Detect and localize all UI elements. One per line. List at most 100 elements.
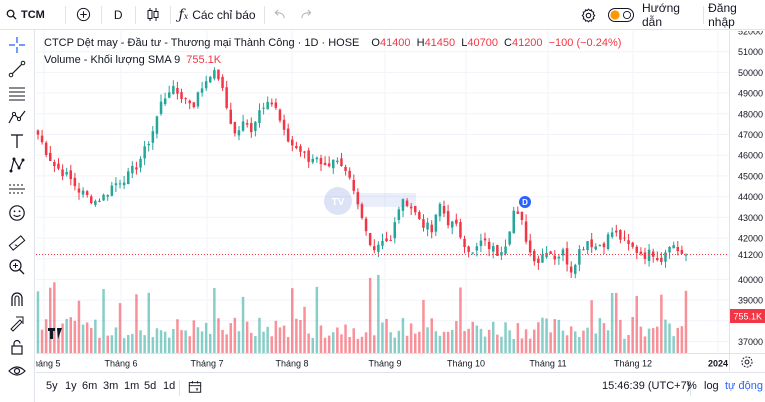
volume-indicator-label[interactable]: Volume - Khối lượng SMA 9 <box>44 53 181 66</box>
time-axis-scale: Tháng 5 Tháng 6 Tháng 7 Tháng 8 Tháng 9 Tháng… <box>27 359 728 369</box>
price-chart[interactable]: TV D <box>36 31 729 353</box>
volume-bar <box>188 336 191 353</box>
axis-settings-corner[interactable] <box>729 353 765 371</box>
indicators-button[interactable]: ƒx Các chỉ báo <box>171 0 264 30</box>
range-1y-button[interactable]: 1y <box>65 380 77 392</box>
volume-bar <box>528 338 532 353</box>
login-button[interactable]: Đăng nhập <box>704 0 765 30</box>
visibility-tool[interactable] <box>6 360 28 382</box>
volume-bar <box>401 318 405 353</box>
volume-bar <box>463 331 466 353</box>
candle-body <box>397 209 401 220</box>
pattern-tool[interactable] <box>6 106 28 128</box>
candle-body <box>475 246 479 251</box>
log-toggle[interactable]: log <box>704 380 719 392</box>
candle-body <box>49 152 52 161</box>
percent-toggle[interactable]: % <box>687 380 697 392</box>
volume-bar <box>651 328 655 353</box>
candle-body <box>250 123 253 133</box>
crosshair-tool[interactable] <box>6 34 28 56</box>
volume-bar <box>106 335 109 353</box>
candle-body <box>188 100 191 104</box>
range-3m-button[interactable]: 3m <box>103 380 119 392</box>
volume-bar <box>492 321 495 353</box>
candle-body <box>241 121 245 131</box>
text-tool[interactable] <box>6 130 28 152</box>
candle-body <box>311 158 314 163</box>
icons-tool[interactable] <box>6 202 28 224</box>
price-axis[interactable]: 52000 51000 50000 49000 48000 47000 46000 45000… <box>729 27 765 353</box>
candle-body <box>122 182 126 186</box>
tradingview-logo[interactable] <box>48 328 62 339</box>
auto-scale-toggle[interactable]: tự động <box>725 380 763 392</box>
candle-body <box>574 264 577 274</box>
measure-tool[interactable] <box>6 232 28 254</box>
volume-bar <box>196 327 200 353</box>
candle-body <box>368 233 372 245</box>
range-1d-button[interactable]: 1d <box>163 380 176 392</box>
trend-line-icon <box>8 60 26 78</box>
volume-bar <box>233 317 237 353</box>
last-price-tag <box>730 247 765 262</box>
drawing-mode-tool[interactable] <box>6 312 28 334</box>
lock-tool[interactable] <box>6 336 28 358</box>
candle-body <box>557 256 561 259</box>
range-5d-button[interactable]: 5d <box>144 380 157 392</box>
volume-bar <box>364 332 368 353</box>
guide-button[interactable]: Hướng dẫn <box>640 0 703 30</box>
range-6m-button[interactable]: 6m <box>82 380 98 392</box>
volume-bar <box>159 330 163 353</box>
candle-body <box>512 210 515 234</box>
goto-date-button[interactable] <box>188 380 202 394</box>
volume-bar <box>143 335 146 353</box>
range-5y-button[interactable]: 5y <box>46 380 58 392</box>
redo-button[interactable] <box>294 0 319 30</box>
volume-bar <box>102 289 105 353</box>
fib-tool[interactable] <box>6 82 28 104</box>
volume-bar <box>172 329 175 353</box>
candle-body <box>192 102 196 108</box>
symbol-search-button[interactable]: TCM <box>0 0 51 30</box>
time-tick-label: Tháng 10 <box>447 359 485 369</box>
candle-body <box>196 92 200 107</box>
range-1m-button[interactable]: 1m <box>124 380 140 392</box>
compare-add-button[interactable] <box>66 0 101 30</box>
chart-type-button[interactable] <box>136 0 170 30</box>
zoom-tool[interactable] <box>6 256 28 278</box>
clock-label[interactable]: 15:46:39 (UTC+7) <box>602 380 691 392</box>
volume-bar <box>606 330 610 353</box>
volume-bar <box>291 288 294 353</box>
candle-body <box>53 161 56 167</box>
chart-pane[interactable]: TV D <box>36 31 729 353</box>
candle-body <box>254 121 257 131</box>
settings-button[interactable] <box>575 0 602 30</box>
undo-button[interactable] <box>265 0 294 30</box>
volume-bar <box>553 319 556 353</box>
volume-bar <box>635 296 638 353</box>
candle-body <box>147 143 150 146</box>
pencil-ruler-icon <box>8 314 26 332</box>
candle-body <box>135 167 138 170</box>
candle-body <box>446 211 450 226</box>
time-axis[interactable]: Tháng 5 Tháng 6 Tháng 7 Tháng 8 Tháng 9 Tháng… <box>27 353 729 371</box>
magnet-tool[interactable] <box>6 288 28 310</box>
divider <box>690 380 691 396</box>
candle-body <box>36 130 40 135</box>
candle-body <box>225 87 228 108</box>
volume-bar <box>36 291 40 353</box>
dividend-badge[interactable]: D <box>519 196 531 208</box>
candle-body <box>455 219 458 224</box>
price-tick-label: 44000 <box>738 192 763 202</box>
symbol-title[interactable]: CTCP Dệt may - Đầu tư - Thương mại Thành… <box>44 36 360 49</box>
trendline-tool[interactable] <box>6 58 28 80</box>
projection-tool[interactable] <box>6 154 28 176</box>
theme-toggle[interactable] <box>602 0 640 30</box>
candle-body <box>155 116 159 134</box>
volume-bar <box>389 332 392 353</box>
nodes-icon <box>8 156 26 174</box>
interval-button[interactable]: D <box>102 0 135 30</box>
volume-bar <box>282 325 286 353</box>
candle-body <box>389 240 392 242</box>
forecast-tool[interactable] <box>6 178 28 200</box>
candle-body <box>508 231 511 245</box>
